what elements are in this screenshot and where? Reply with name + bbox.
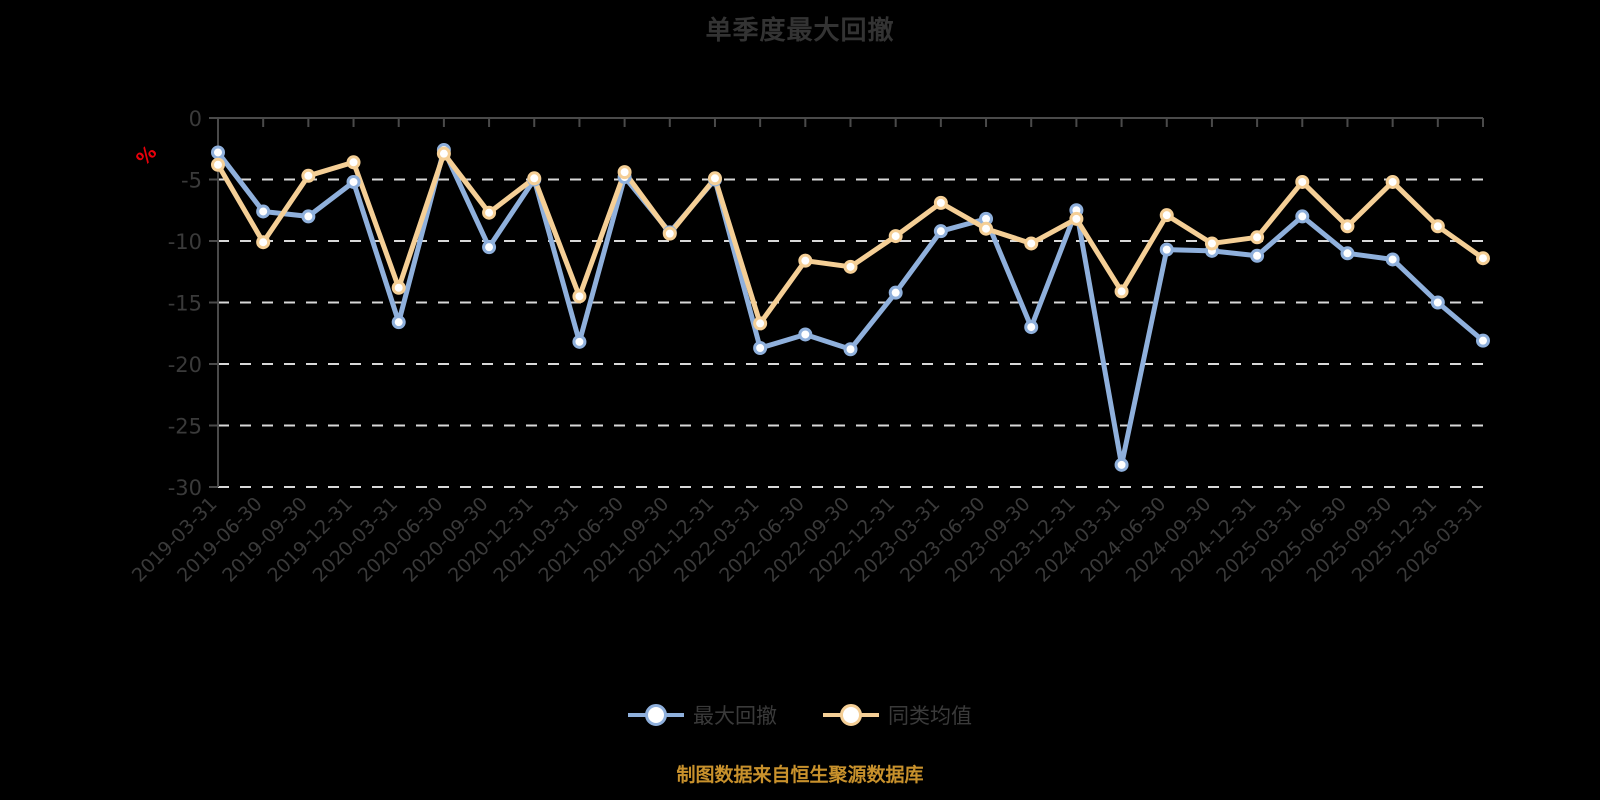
data-point[interactable] xyxy=(1250,230,1265,245)
data-point[interactable] xyxy=(436,146,451,161)
data-point[interactable] xyxy=(1385,252,1400,267)
legend-marker-icon-1 xyxy=(823,702,879,728)
data-point[interactable] xyxy=(527,171,542,186)
data-point[interactable] xyxy=(1069,211,1084,226)
data-point[interactable] xyxy=(979,221,994,236)
y-axis-tick-label: -15 xyxy=(168,292,202,316)
data-point[interactable] xyxy=(1024,236,1039,251)
data-point[interactable] xyxy=(1430,295,1445,310)
data-point[interactable] xyxy=(391,315,406,330)
data-point[interactable] xyxy=(256,204,271,219)
series-line-1 xyxy=(215,151,1486,326)
data-point[interactable] xyxy=(301,168,316,183)
y-axis-tick-label: -5 xyxy=(181,169,202,193)
legend-label-0: 最大回撤 xyxy=(693,704,777,728)
data-point[interactable] xyxy=(707,171,722,186)
data-point[interactable] xyxy=(1159,242,1174,257)
data-point[interactable] xyxy=(933,224,948,239)
data-point[interactable] xyxy=(1159,208,1174,223)
data-point[interactable] xyxy=(211,157,225,172)
data-point[interactable] xyxy=(301,209,316,224)
legend-item-1[interactable]: 同类均值 xyxy=(823,700,972,730)
data-point[interactable] xyxy=(346,155,361,170)
y-axis-tick-label: 0 xyxy=(189,107,202,131)
y-axis-tick-label: -25 xyxy=(168,415,202,439)
data-point[interactable] xyxy=(211,145,225,160)
data-point[interactable] xyxy=(1114,284,1129,299)
data-point[interactable] xyxy=(256,235,271,250)
y-axis-tick-label: -10 xyxy=(168,230,202,254)
data-point[interactable] xyxy=(753,341,768,356)
data-point[interactable] xyxy=(572,334,587,349)
data-point[interactable] xyxy=(1204,236,1219,251)
data-point[interactable] xyxy=(1295,209,1310,224)
data-point[interactable] xyxy=(888,285,903,300)
y-axis-unit-label: % xyxy=(132,141,161,170)
data-point[interactable] xyxy=(391,280,406,295)
data-source-note: 制图数据来自恒生聚源数据库 xyxy=(676,764,924,786)
data-point[interactable] xyxy=(617,165,632,180)
data-point[interactable] xyxy=(1476,251,1490,266)
data-point[interactable] xyxy=(1114,457,1129,472)
data-point[interactable] xyxy=(1024,320,1039,335)
data-point[interactable] xyxy=(1430,219,1445,234)
data-point[interactable] xyxy=(1340,246,1355,261)
data-point[interactable] xyxy=(1295,174,1310,189)
legend-item-0[interactable]: 最大回撤 xyxy=(628,700,777,730)
data-point[interactable] xyxy=(482,240,497,255)
data-point[interactable] xyxy=(1340,219,1355,234)
data-point[interactable] xyxy=(662,226,677,241)
data-point[interactable] xyxy=(843,259,858,274)
data-point[interactable] xyxy=(1476,333,1490,348)
data-point[interactable] xyxy=(572,289,587,304)
data-point[interactable] xyxy=(798,327,813,342)
data-point[interactable] xyxy=(1250,248,1265,263)
data-point[interactable] xyxy=(843,342,858,357)
data-point[interactable] xyxy=(888,229,903,244)
series-line-0 xyxy=(215,147,1486,468)
legend-marker-icon-0 xyxy=(628,702,684,728)
data-point[interactable] xyxy=(346,174,361,189)
y-axis-tick-label: -20 xyxy=(168,353,202,377)
y-axis-tick-label: -30 xyxy=(168,476,202,500)
data-point[interactable] xyxy=(798,253,813,268)
data-point[interactable] xyxy=(933,195,948,210)
data-point[interactable] xyxy=(1385,174,1400,189)
page-title: 单季度最大回撤 xyxy=(705,16,895,46)
data-point[interactable] xyxy=(753,316,768,331)
legend-label-1: 同类均值 xyxy=(888,704,972,728)
data-point[interactable] xyxy=(482,205,497,220)
chart-legend: 最大回撤 同类均值 xyxy=(0,700,1600,730)
